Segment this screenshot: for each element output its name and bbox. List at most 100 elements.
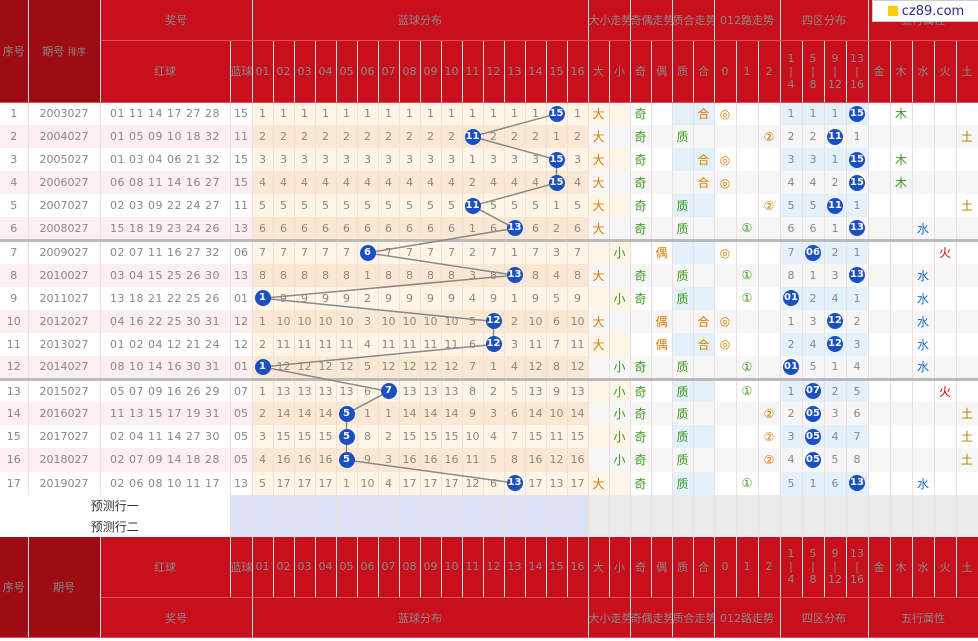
- lu-cell: ①: [736, 356, 759, 380]
- predict-cell[interactable]: [441, 515, 463, 537]
- predict-cell[interactable]: [912, 515, 935, 537]
- predict-cell[interactable]: [399, 515, 421, 537]
- predict-cell[interactable]: [693, 515, 715, 537]
- sq-cell: 4: [824, 286, 847, 310]
- predict-row2[interactable]: 预测行二: [0, 515, 231, 537]
- zh-mark: 质: [676, 360, 689, 375]
- predict-cell[interactable]: [420, 515, 442, 537]
- blue-dist-cell: 5: [315, 194, 337, 218]
- predict-cell[interactable]: [504, 515, 526, 537]
- header-period: 期号 排序: [28, 0, 101, 103]
- blue-dist-cell: 1: [252, 377, 274, 403]
- predict-cell[interactable]: [567, 494, 589, 516]
- predict-cell[interactable]: [315, 515, 337, 537]
- predict-cell[interactable]: [483, 515, 505, 537]
- predict-cell[interactable]: [672, 494, 694, 516]
- sort-button[interactable]: 排序: [67, 47, 86, 58]
- predict-cell[interactable]: [294, 515, 316, 537]
- predict-cell[interactable]: [567, 515, 589, 537]
- table-row: 8 2010027 03 04 15 25 26 30 13 8 8 8 8 8 1 8 8 8 8 3 8 1…: [0, 263, 978, 287]
- blue-dist-cell: 8: [504, 448, 526, 472]
- predict-cell[interactable]: [758, 515, 781, 537]
- predict-cell[interactable]: [714, 494, 737, 516]
- omission-value: 6: [343, 221, 350, 235]
- predict-cell[interactable]: [824, 494, 847, 516]
- predict-cell[interactable]: [336, 515, 358, 537]
- predict-cell[interactable]: [630, 494, 652, 516]
- blue-dist-cell: 13: [315, 377, 337, 403]
- predict-cell[interactable]: [336, 494, 358, 516]
- predict-cell[interactable]: [588, 515, 610, 537]
- predict-cell[interactable]: [890, 515, 913, 537]
- blue-dist-cell: 10: [441, 309, 463, 333]
- site-logo[interactable]: cz89.com: [872, 0, 978, 22]
- predict-cell[interactable]: [736, 515, 759, 537]
- predict-cell[interactable]: [693, 494, 715, 516]
- predict-cell[interactable]: [780, 494, 803, 516]
- omission-value: 1: [364, 407, 371, 421]
- predict-cell[interactable]: [441, 494, 463, 516]
- predict-cell[interactable]: [824, 515, 847, 537]
- predict-cell[interactable]: [846, 515, 869, 537]
- predict-cell[interactable]: [868, 494, 891, 516]
- predict-cell[interactable]: [609, 494, 631, 516]
- predict-cell[interactable]: [890, 494, 913, 516]
- predict-cell[interactable]: [252, 515, 274, 537]
- omission-value: 15: [444, 430, 459, 444]
- predict-cell[interactable]: [630, 515, 652, 537]
- sq-omission: 5: [787, 476, 795, 490]
- blue-ball-mark: 12: [485, 336, 502, 353]
- predict-cell[interactable]: [588, 494, 610, 516]
- predict-cell[interactable]: [525, 515, 547, 537]
- predict-cell[interactable]: [802, 494, 825, 516]
- omission-value: 10: [402, 314, 417, 328]
- predict-cell[interactable]: [273, 515, 295, 537]
- predict-cell[interactable]: [758, 494, 781, 516]
- predict-cell[interactable]: [357, 515, 379, 537]
- omission-value: 10: [318, 314, 333, 328]
- predict-cell[interactable]: [525, 494, 547, 516]
- predict-cell[interactable]: [483, 494, 505, 516]
- predict-cell[interactable]: [934, 515, 957, 537]
- predict-cell[interactable]: [780, 515, 803, 537]
- predict-cell[interactable]: [273, 494, 295, 516]
- predict-cell[interactable]: [420, 494, 442, 516]
- predict-cell[interactable]: [736, 494, 759, 516]
- predict-cell[interactable]: [315, 494, 337, 516]
- predict-cell[interactable]: [294, 494, 316, 516]
- predict-row1[interactable]: 预测行一: [0, 494, 231, 516]
- predict-cell[interactable]: [802, 515, 825, 537]
- wx-cell: [890, 217, 913, 241]
- footer-blue-col: 13: [504, 536, 526, 599]
- predict-cell[interactable]: [934, 494, 957, 516]
- blue-dist-cell: 7: [567, 239, 589, 264]
- sq-omission: 5: [831, 453, 839, 467]
- sq-omission: 1: [831, 221, 839, 235]
- predict-cell[interactable]: [714, 515, 737, 537]
- zh-cell: [672, 148, 694, 172]
- blue-dist-cell: 14: [273, 402, 295, 426]
- predict-cell[interactable]: [912, 494, 935, 516]
- wx-cell: [912, 102, 935, 126]
- predict-cell[interactable]: [378, 494, 400, 516]
- omission-value: 3: [259, 153, 266, 167]
- predict-cell[interactable]: [504, 494, 526, 516]
- predict-cell[interactable]: [956, 494, 978, 516]
- predict-cell[interactable]: [462, 515, 484, 537]
- predict-cell[interactable]: [672, 515, 694, 537]
- predict-cell[interactable]: [462, 494, 484, 516]
- predict-cell[interactable]: [399, 494, 421, 516]
- predict-cell[interactable]: [546, 494, 568, 516]
- predict-cell[interactable]: [651, 515, 673, 537]
- predict-cell[interactable]: [956, 515, 978, 537]
- predict-cell[interactable]: [846, 494, 869, 516]
- predict-cell[interactable]: [651, 494, 673, 516]
- predict-cell[interactable]: [609, 515, 631, 537]
- predict-cell[interactable]: [357, 494, 379, 516]
- wx-cell: [890, 125, 913, 149]
- predict-cell[interactable]: [868, 515, 891, 537]
- blue-dist-cell: 9: [357, 448, 379, 472]
- predict-cell[interactable]: [546, 515, 568, 537]
- predict-cell[interactable]: [378, 515, 400, 537]
- predict-cell[interactable]: [252, 494, 274, 516]
